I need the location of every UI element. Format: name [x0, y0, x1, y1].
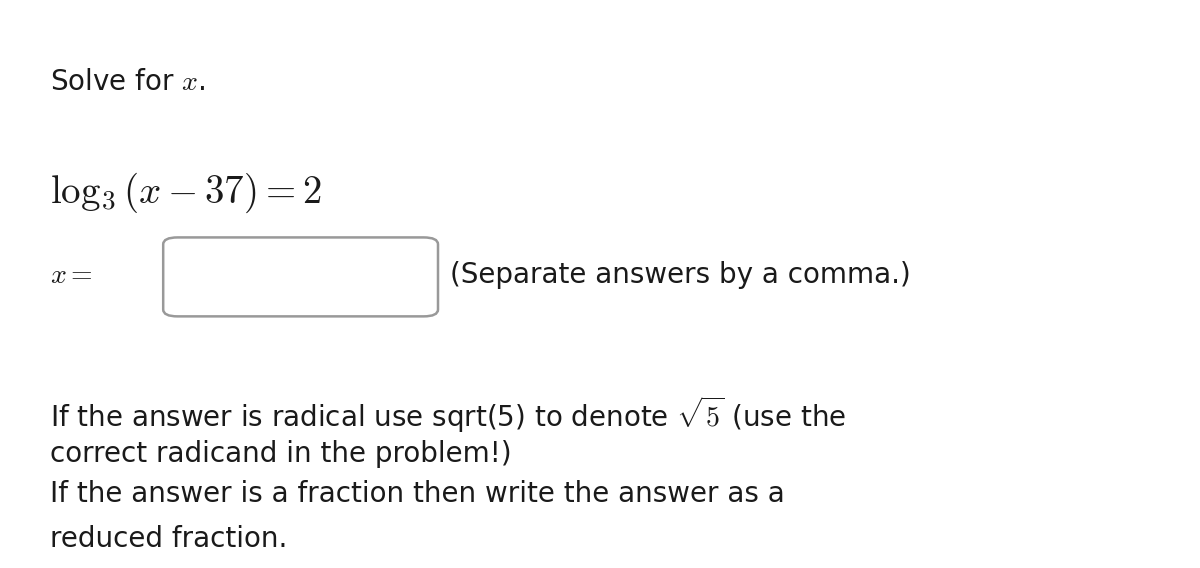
- Text: correct radicand in the problem!): correct radicand in the problem!): [50, 440, 512, 468]
- FancyBboxPatch shape: [163, 237, 438, 316]
- Text: (Separate answers by a comma.): (Separate answers by a comma.): [450, 261, 911, 290]
- Text: If the answer is radical use sqrt(5) to denote $\sqrt{5}$ (use the: If the answer is radical use sqrt(5) to …: [50, 395, 847, 436]
- Text: $\log_3(x - 37) = 2$: $\log_3(x - 37) = 2$: [50, 170, 322, 215]
- Text: $x = $: $x = $: [50, 261, 94, 290]
- Text: reduced fraction.: reduced fraction.: [50, 525, 288, 553]
- Text: Solve for $x$.: Solve for $x$.: [50, 68, 205, 96]
- Text: If the answer is a fraction then write the answer as a: If the answer is a fraction then write t…: [50, 480, 785, 508]
